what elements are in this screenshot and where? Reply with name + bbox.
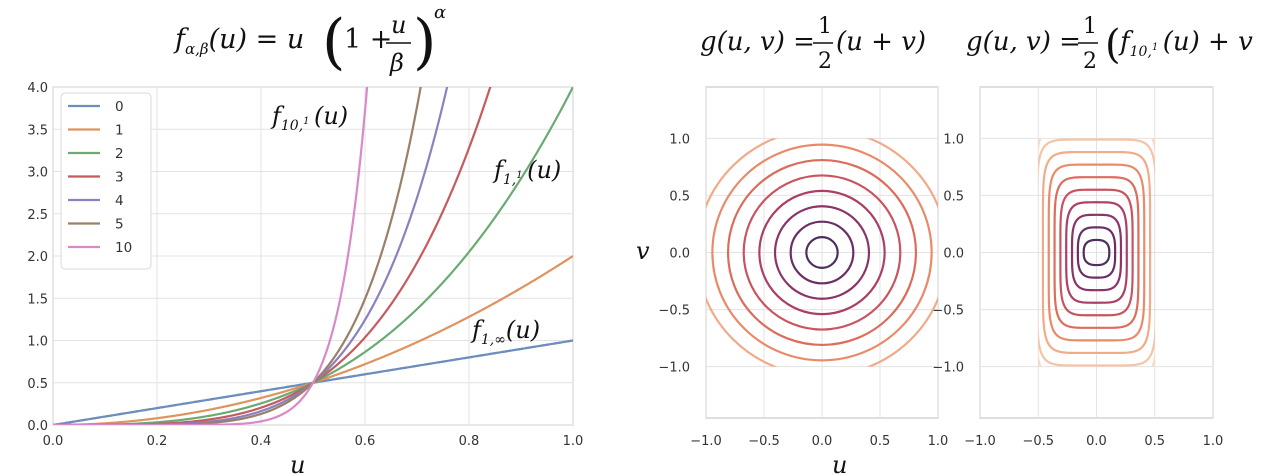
contour-level — [1070, 213, 1123, 292]
legend-label: 1 — [115, 123, 124, 139]
left-ytick-label: 2.0 — [27, 250, 48, 265]
series-line-alpha-10 — [53, 87, 369, 425]
right-plot-title: g(u, v) = — [966, 27, 1081, 57]
middle-plot: g(u, v) = 1 2 (u + v) −1.0 −0.5 0.0 0.5 1.0−… — [636, 14, 948, 475]
contour-level — [1059, 188, 1134, 317]
left-ytick-label: 1.0 — [27, 335, 48, 350]
left-ytick-label: 0.5 — [27, 377, 48, 392]
left-plot-title: fα,β(u) = u — [173, 24, 304, 58]
contour-level — [726, 158, 918, 347]
contour-level — [789, 220, 855, 285]
right-ticks: −1.0 −0.5 0.0 0.5 1.0 −1.0 −0.5 0.0 0.5 1.0 — [932, 132, 1223, 449]
ytick-label: −0.5 — [658, 304, 690, 319]
middle-title-half-den: 2 — [818, 49, 832, 74]
left-ytick-label: 3.5 — [27, 123, 48, 138]
left-xtick-label: 0.8 — [459, 434, 480, 449]
legend-label: 10 — [115, 240, 132, 256]
legend-label: 2 — [115, 146, 124, 162]
ytick-label: 1.0 — [943, 132, 964, 147]
right-title-paren-open: ( — [1105, 22, 1121, 68]
left-plot: fα,β(u) = u ( 1 + u β ) α 0.0 0.2 0.4 0.6 0.… — [27, 2, 583, 475]
left-xtick-label: 0.0 — [43, 434, 64, 449]
middle-plot-title: g(u, v) = — [700, 27, 815, 57]
ytick-label: 0.5 — [943, 189, 964, 204]
contour-level — [758, 189, 886, 316]
ytick-label: 1.0 — [669, 132, 690, 147]
legend-items: 0 1 2 3 4 5 10 — [68, 99, 132, 256]
legend-box — [60, 92, 152, 270]
ytick-label: −0.5 — [932, 304, 964, 319]
left-title-paren-close: ) — [413, 7, 436, 77]
right-title-half-den: 2 — [1083, 49, 1097, 74]
left-title-one-plus: 1 + — [344, 24, 392, 55]
left-title-frac-num: u — [391, 11, 406, 39]
right-contours — [1038, 138, 1155, 367]
left-xtick-label: 1.0 — [563, 434, 584, 449]
left-title-frac-den: β — [389, 49, 404, 77]
contour-level — [711, 143, 933, 362]
ytick-label: 0.0 — [943, 247, 964, 262]
left-ytick-label: 4.0 — [27, 81, 48, 96]
xtick-label: 0.0 — [812, 434, 833, 449]
contour-level — [742, 174, 902, 331]
ytick-label: −1.0 — [658, 361, 690, 376]
xtick-label: 0.0 — [1086, 434, 1107, 449]
left-ytick-label: 3.0 — [27, 166, 48, 181]
contour-level — [805, 235, 839, 270]
ytick-label: 0.5 — [669, 189, 690, 204]
contour-level — [1041, 150, 1152, 355]
right-title-half-num: 1 — [1083, 14, 1097, 39]
middle-xlabel: u — [832, 451, 847, 475]
right-grid — [979, 87, 1214, 418]
legend-label: 5 — [115, 217, 124, 233]
xtick-label: −1.0 — [964, 434, 996, 449]
xtick-label: 0.5 — [1144, 434, 1165, 449]
legend-label: 3 — [115, 170, 124, 186]
left-xtick-label: 0.4 — [251, 434, 272, 449]
middle-contours — [706, 138, 938, 367]
middle-title-half-num: 1 — [818, 14, 832, 39]
left-ytick-label: 2.5 — [27, 208, 48, 223]
left-title-paren-open: ( — [322, 7, 345, 77]
left-ticks: 0.0 0.2 0.4 0.6 0.8 1.0 0.0 0.5 1.0 1.5 2.0 2.5 3.0 3… — [27, 81, 583, 449]
ytick-label: −1.0 — [932, 361, 964, 376]
xtick-label: 1.0 — [1203, 434, 1224, 449]
left-title-exponent: α — [434, 2, 446, 23]
xtick-label: 0.5 — [870, 434, 891, 449]
contour-level — [1065, 201, 1128, 304]
contour-level — [1047, 163, 1146, 342]
annotation-f1-half: f1,1 (u) — [492, 156, 561, 188]
contour-level — [1038, 138, 1155, 367]
xtick-label: −0.5 — [748, 434, 780, 449]
left-xtick-label: 0.2 — [147, 434, 168, 449]
legend-label: 0 — [115, 99, 124, 115]
left-ytick-label: 0.0 — [27, 419, 48, 434]
annotation-f10-half: f10,1 (u) — [270, 102, 348, 134]
right-title-rest: f10,1 (u) + v — [1118, 27, 1253, 60]
right-plot: g(u, v) = 1 2 ( f10,1 (u) + v −1.0 −0.5 0.… — [932, 14, 1253, 449]
middle-title-rest: (u + v) — [836, 27, 926, 57]
legend-label: 4 — [115, 193, 124, 209]
xtick-label: −0.5 — [1022, 434, 1054, 449]
middle-grid — [705, 87, 939, 418]
annotation-f1-inf: f1,∞(u) — [470, 316, 540, 348]
xtick-label: −1.0 — [690, 434, 722, 449]
middle-ylabel: v — [636, 237, 650, 265]
contour-level — [1082, 238, 1111, 267]
left-xtick-label: 0.6 — [355, 434, 376, 449]
left-xlabel: u — [290, 451, 305, 475]
contour-level — [773, 205, 871, 300]
ytick-label: 0.0 — [669, 247, 690, 262]
middle-ticks: −1.0 −0.5 0.0 0.5 1.0 −1.0 −0.5 0.0 0.5 1.0 — [658, 132, 948, 449]
left-lines — [53, 87, 573, 425]
left-ytick-label: 1.5 — [27, 292, 48, 307]
xtick-label: 1.0 — [928, 434, 949, 449]
contour-level — [1053, 176, 1140, 329]
contour-level — [1076, 226, 1117, 279]
